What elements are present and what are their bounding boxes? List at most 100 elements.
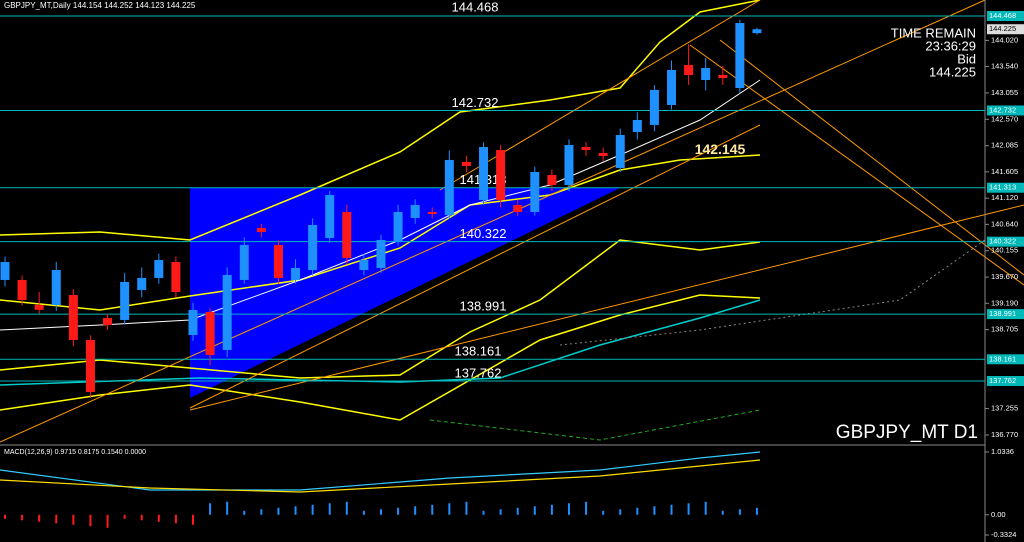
macd-label: MACD(12,26,9) 0.9715 0.8175 0.1540 0.000… xyxy=(4,449,146,456)
candle-body xyxy=(530,171,540,212)
open: 144.154 xyxy=(73,1,102,10)
candle-body xyxy=(684,64,694,76)
level-tag-text: 138.161 xyxy=(989,354,1016,363)
candle-body xyxy=(376,239,386,269)
candle-body xyxy=(615,134,625,168)
symbol-label: GBPJPY_MT D1 xyxy=(836,422,978,443)
level-text: 144.468 xyxy=(452,0,499,14)
candle-body xyxy=(17,279,27,301)
symbol: GBPJPY_MT,Daily xyxy=(4,1,71,10)
trend-line xyxy=(719,39,1024,276)
candle-body xyxy=(598,152,608,156)
level-tag xyxy=(987,354,1024,365)
close: 144.225 xyxy=(166,1,195,10)
timer-time: 23:36:29 xyxy=(925,38,976,53)
candle-body xyxy=(205,311,215,355)
band-mid xyxy=(0,154,761,311)
macd-line xyxy=(0,451,761,491)
base-line xyxy=(0,299,761,386)
trend-line xyxy=(689,44,1024,286)
candle-body xyxy=(68,294,78,341)
candle-body xyxy=(581,147,591,151)
band-low2 xyxy=(0,294,761,421)
candle-body xyxy=(513,204,523,212)
trend-line xyxy=(0,0,986,443)
level-text: 138.991 xyxy=(460,299,507,314)
macd-tick-label: 1.0336 xyxy=(991,447,1014,456)
level-tag xyxy=(987,105,1024,116)
price-tag xyxy=(987,24,1024,35)
candle-body xyxy=(649,89,659,125)
candle-body xyxy=(273,244,283,278)
level-tag xyxy=(987,309,1024,320)
candle-body xyxy=(222,274,232,350)
level-tag xyxy=(987,236,1024,247)
candle-body xyxy=(325,195,335,239)
candle-body xyxy=(137,277,147,290)
price-tick-label: 140.155 xyxy=(991,246,1018,255)
lagging-line xyxy=(429,409,761,441)
macd-tick-label: -0.3324 xyxy=(991,530,1016,539)
signal-line xyxy=(0,459,761,493)
level-tag-text: 140.322 xyxy=(989,237,1016,246)
candle-body xyxy=(85,340,95,392)
candle-body xyxy=(444,159,454,215)
level-tag-text: 138.991 xyxy=(989,309,1016,318)
price-tick-label: 139.670 xyxy=(991,272,1018,281)
moving-average xyxy=(0,79,761,331)
macd-tick-label: 0.00 xyxy=(991,510,1006,519)
candle-body xyxy=(564,144,574,185)
candle-body xyxy=(735,23,745,89)
trend-line xyxy=(189,124,761,409)
level-text: 137.762 xyxy=(455,365,502,380)
candle-body xyxy=(342,211,352,258)
candle-body xyxy=(0,262,10,280)
candle-body xyxy=(632,120,642,132)
candle-body xyxy=(188,309,198,336)
candle-body xyxy=(667,69,677,105)
candle-body xyxy=(461,161,471,166)
candle-body xyxy=(120,281,130,320)
level-tag xyxy=(987,375,1024,386)
candle-body xyxy=(701,67,711,81)
price-tick-label: 138.705 xyxy=(991,325,1018,334)
high: 144.252 xyxy=(104,1,133,10)
header: GBPJPY_MT,Daily 144.154 144.252 144.123 … xyxy=(4,1,196,10)
price-tick-label: 141.120 xyxy=(991,193,1018,202)
candle-body xyxy=(51,270,61,306)
level-tag-text: 141.313 xyxy=(989,183,1016,192)
timer-side: Bid xyxy=(957,51,976,66)
price-tick-label: 142.570 xyxy=(991,114,1018,123)
price-tick-label: 143.055 xyxy=(991,88,1018,97)
candle-body xyxy=(103,317,113,326)
band-upper xyxy=(0,0,761,241)
trend-line xyxy=(189,204,1024,411)
candle-body xyxy=(171,262,181,293)
bid-price: 144.225 xyxy=(929,64,976,79)
price-tick-label: 139.190 xyxy=(991,298,1018,307)
candle-body xyxy=(479,147,489,200)
level-tag xyxy=(987,182,1024,193)
price-tick-label: 141.605 xyxy=(991,167,1018,176)
candle-body xyxy=(154,260,164,278)
price-tick-label: 137.255 xyxy=(991,404,1018,413)
candle-body xyxy=(239,244,249,280)
candle-body xyxy=(427,211,437,215)
candle-body xyxy=(496,150,506,200)
candle-body xyxy=(256,227,266,232)
candle-body xyxy=(547,174,557,185)
price-tick-label: 140.640 xyxy=(991,219,1018,228)
price-tick-label: 136.770 xyxy=(991,430,1018,439)
annotation: 142.145 xyxy=(695,141,746,157)
level-tag-text: 144.468 xyxy=(989,11,1016,20)
timer-title: TIME REMAIN xyxy=(891,25,976,40)
level-tag xyxy=(987,11,1024,22)
cloud-edge xyxy=(559,239,986,346)
candle-body xyxy=(393,211,403,242)
candle-body xyxy=(291,268,301,280)
candle-body xyxy=(752,29,762,34)
price-tick-label: 143.540 xyxy=(991,61,1018,70)
